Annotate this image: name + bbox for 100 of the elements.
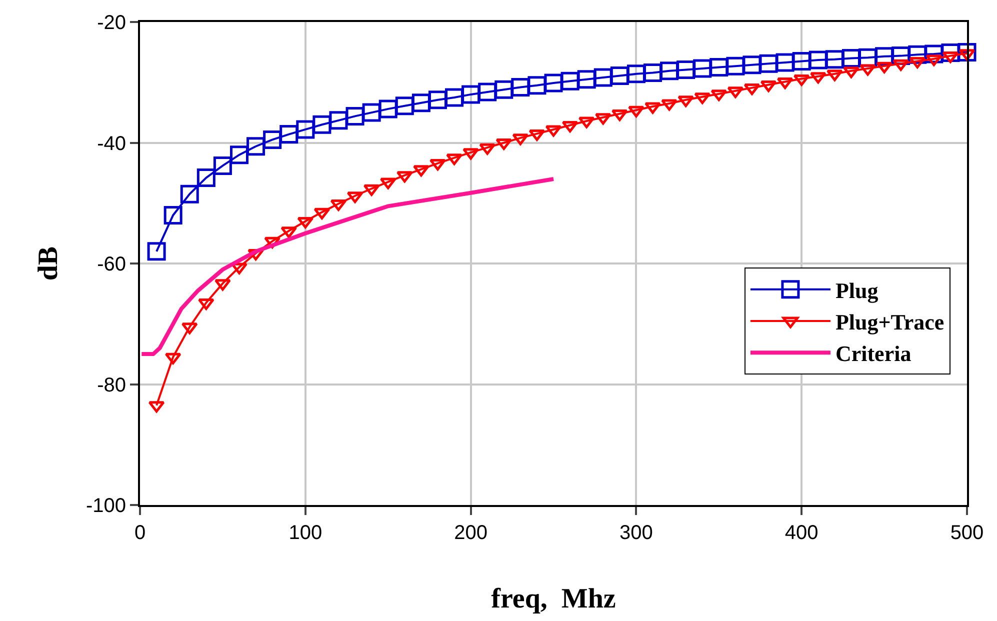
point [297,216,314,228]
x-tick-label: 400 [784,522,818,544]
point [413,165,430,177]
point [296,120,315,139]
point [462,85,480,104]
y-tick-label: -80 [97,374,126,396]
point [147,242,166,261]
point [611,110,628,122]
x-tick-label: 100 [288,522,322,544]
point [148,401,165,413]
x-tick-label: 300 [620,522,653,544]
point [528,76,546,95]
point [644,102,661,114]
point [528,129,546,141]
y-axis-title: dB [33,246,64,281]
point [462,148,479,160]
point [511,78,530,96]
point [545,125,562,137]
point [396,171,413,183]
point [214,279,231,291]
legend-label: Criteria [835,341,912,366]
point [196,168,216,188]
point [661,99,678,111]
point [346,192,364,204]
point [643,63,662,82]
point [594,68,612,87]
legend-label: Plug+Trace [835,310,944,335]
point [843,66,860,78]
point [676,60,696,79]
point [792,52,811,70]
point [430,159,446,171]
point [380,178,396,190]
point [909,56,926,68]
point [628,106,644,118]
x-axis-title: freq, Mhz [491,584,616,615]
point [428,90,447,110]
point [180,184,199,204]
point [826,70,843,82]
point [760,80,777,92]
point [727,86,744,98]
point [810,72,826,84]
point [329,111,348,130]
point [958,49,976,61]
point [314,208,330,220]
point [263,130,282,149]
point [578,116,595,128]
legend-label: Plug [835,278,878,303]
point [330,199,347,211]
point [181,322,198,334]
point [742,56,762,74]
point [660,62,679,80]
point [726,56,745,76]
point [744,84,760,96]
y-tick-label: -20 [97,12,126,34]
x-tick-label: 0 [134,522,146,544]
point [710,90,728,102]
point [860,64,876,76]
point [808,50,828,70]
point [512,134,529,146]
point [362,103,381,122]
point [378,100,398,118]
point [892,59,910,71]
point [164,206,182,224]
point [776,53,794,72]
point [693,59,712,78]
point [213,156,232,175]
point [958,42,976,62]
x-tick-label: 500 [950,522,984,544]
line-series [140,176,556,356]
point [312,115,332,134]
point [412,94,430,112]
point [544,74,563,92]
point [942,52,959,64]
point [825,50,844,69]
point [876,62,892,74]
point [395,96,414,116]
point [445,88,464,107]
point [678,96,694,108]
point [594,113,612,125]
point [246,137,266,156]
point [560,72,580,90]
point [164,352,182,364]
point [926,54,942,66]
point [694,92,711,104]
point [759,54,778,73]
y-tick-label: -60 [97,254,126,276]
x-tick-label: 200 [454,522,488,544]
point [198,298,214,310]
point [346,106,364,126]
point [577,70,596,89]
point [710,58,728,77]
point [280,125,298,144]
y-tick-label: -100 [86,495,126,517]
point [363,184,380,196]
point [776,78,794,90]
point [494,80,514,99]
y-tick-label: -40 [97,132,126,155]
point [446,154,462,166]
point [230,146,248,164]
point [626,64,646,84]
